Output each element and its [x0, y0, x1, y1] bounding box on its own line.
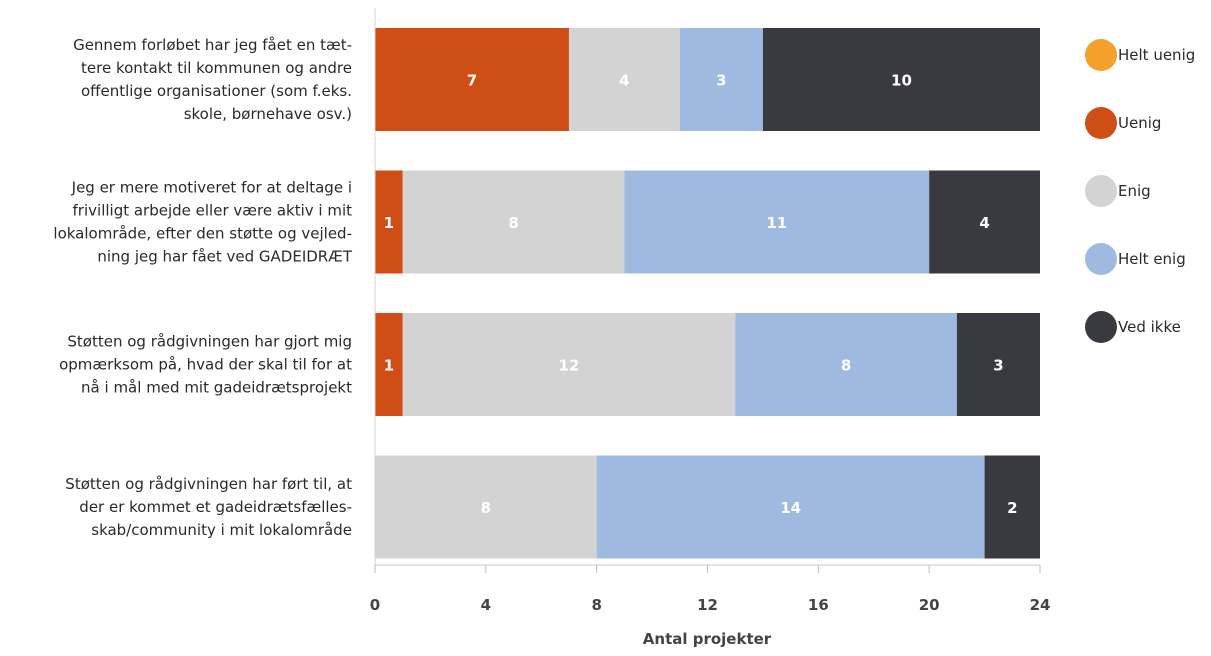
legend-label: Helt enig [1118, 250, 1186, 268]
category-label-line: tere kontakt til kommunen og andre [81, 59, 352, 77]
data-label: 3 [716, 72, 726, 90]
category-label: Støtten og rådgivningen har gjort mig opm… [59, 333, 352, 397]
bar-segment [735, 313, 957, 416]
x-tick-label: 16 [808, 596, 829, 614]
x-tick-label: 24 [1030, 596, 1051, 614]
category-label-line: ning jeg har fået ved GADEIDRÆT [97, 248, 352, 266]
category-label: Gennem forløbet har jeg fået en tæt-tere… [73, 36, 352, 123]
legend-swatch [1085, 107, 1117, 139]
bar-segment [762, 28, 1040, 131]
legend-swatch [1085, 175, 1117, 207]
category-label-line: der er kommet et gadeidrætsfælles- [79, 498, 352, 516]
legend: Helt uenig Uenig Enig Helt enig Ved ikke [1085, 39, 1195, 343]
bars: 7 4 3 101 8 11 41 12 8 38 14 2 [375, 28, 1040, 559]
category-label-line: Støtten og rådgivningen har gjort mig [67, 333, 352, 351]
data-label: 10 [891, 72, 912, 90]
legend-label: Uenig [1118, 114, 1161, 132]
legend-swatch [1085, 39, 1117, 71]
bar-segment [375, 313, 403, 416]
x-axis: 0 4 8 12 16 20 24 [370, 8, 1051, 614]
category-label-line: Gennem forløbet har jeg fået en tæt- [73, 36, 352, 54]
legend-swatch [1085, 311, 1117, 343]
data-label: 4 [619, 72, 629, 90]
bar-segment [929, 170, 1040, 274]
data-label: 1 [384, 357, 394, 375]
data-label: 8 [841, 357, 851, 375]
bar-segment [375, 28, 569, 131]
bar-segment [375, 170, 403, 274]
category-label: Jeg er mere motiveret for at deltage i fr… [53, 179, 352, 266]
category-label-line: lokalområde, efter den støtte og vejled- [53, 225, 352, 243]
legend-swatch [1085, 243, 1117, 275]
x-tick-label: 8 [591, 596, 601, 614]
bar-segment [984, 455, 1040, 559]
legend-label: Ved ikke [1118, 318, 1181, 336]
bar-segment [375, 455, 597, 559]
data-label: 11 [766, 214, 787, 232]
bar-segment [956, 313, 1040, 416]
legend-label: Helt uenig [1118, 46, 1195, 64]
x-tick-label: 12 [697, 596, 718, 614]
data-label: 3 [993, 357, 1003, 375]
bar-segment [624, 170, 930, 274]
data-label: 7 [467, 72, 477, 90]
category-label-line: frivilligt arbejde eller være aktiv i mi… [73, 202, 353, 220]
x-tick-label: 4 [481, 596, 491, 614]
data-label: 1 [384, 214, 394, 232]
data-label: 8 [508, 214, 518, 232]
x-axis-title: Antal projekter [643, 630, 772, 648]
x-tick-label: 0 [370, 596, 380, 614]
category-label-line: offentlige organisationer (som f.eks. [81, 82, 352, 100]
bar-segment [596, 455, 985, 559]
category-label-line: opmærksom på, hvad der skal til for at [59, 356, 352, 374]
data-label: 14 [780, 499, 801, 517]
x-tick-label: 20 [919, 596, 940, 614]
category-label-line: skole, børnehave osv.) [184, 105, 352, 123]
bar-segment [402, 313, 736, 416]
data-label: 2 [1007, 499, 1017, 517]
bar-segment [402, 170, 625, 274]
category-label-line: nå i mål med mit gadeidrætsprojekt [81, 379, 352, 397]
legend-label: Enig [1118, 182, 1151, 200]
category-label: Støtten og rådgivningen har ført til, at… [65, 475, 352, 539]
data-label: 8 [481, 499, 491, 517]
bar-segment [679, 28, 763, 131]
category-label-line: skab/community i mit lokalområde [91, 521, 352, 539]
category-labels: Gennem forløbet har jeg fået en tæt-tere… [53, 36, 352, 539]
category-label-line: Støtten og rådgivningen har ført til, at [65, 475, 352, 493]
bar-segment [568, 28, 680, 131]
category-label-line: Jeg er mere motiveret for at deltage i [71, 179, 352, 197]
data-label: 4 [979, 214, 989, 232]
data-label: 12 [559, 357, 580, 375]
